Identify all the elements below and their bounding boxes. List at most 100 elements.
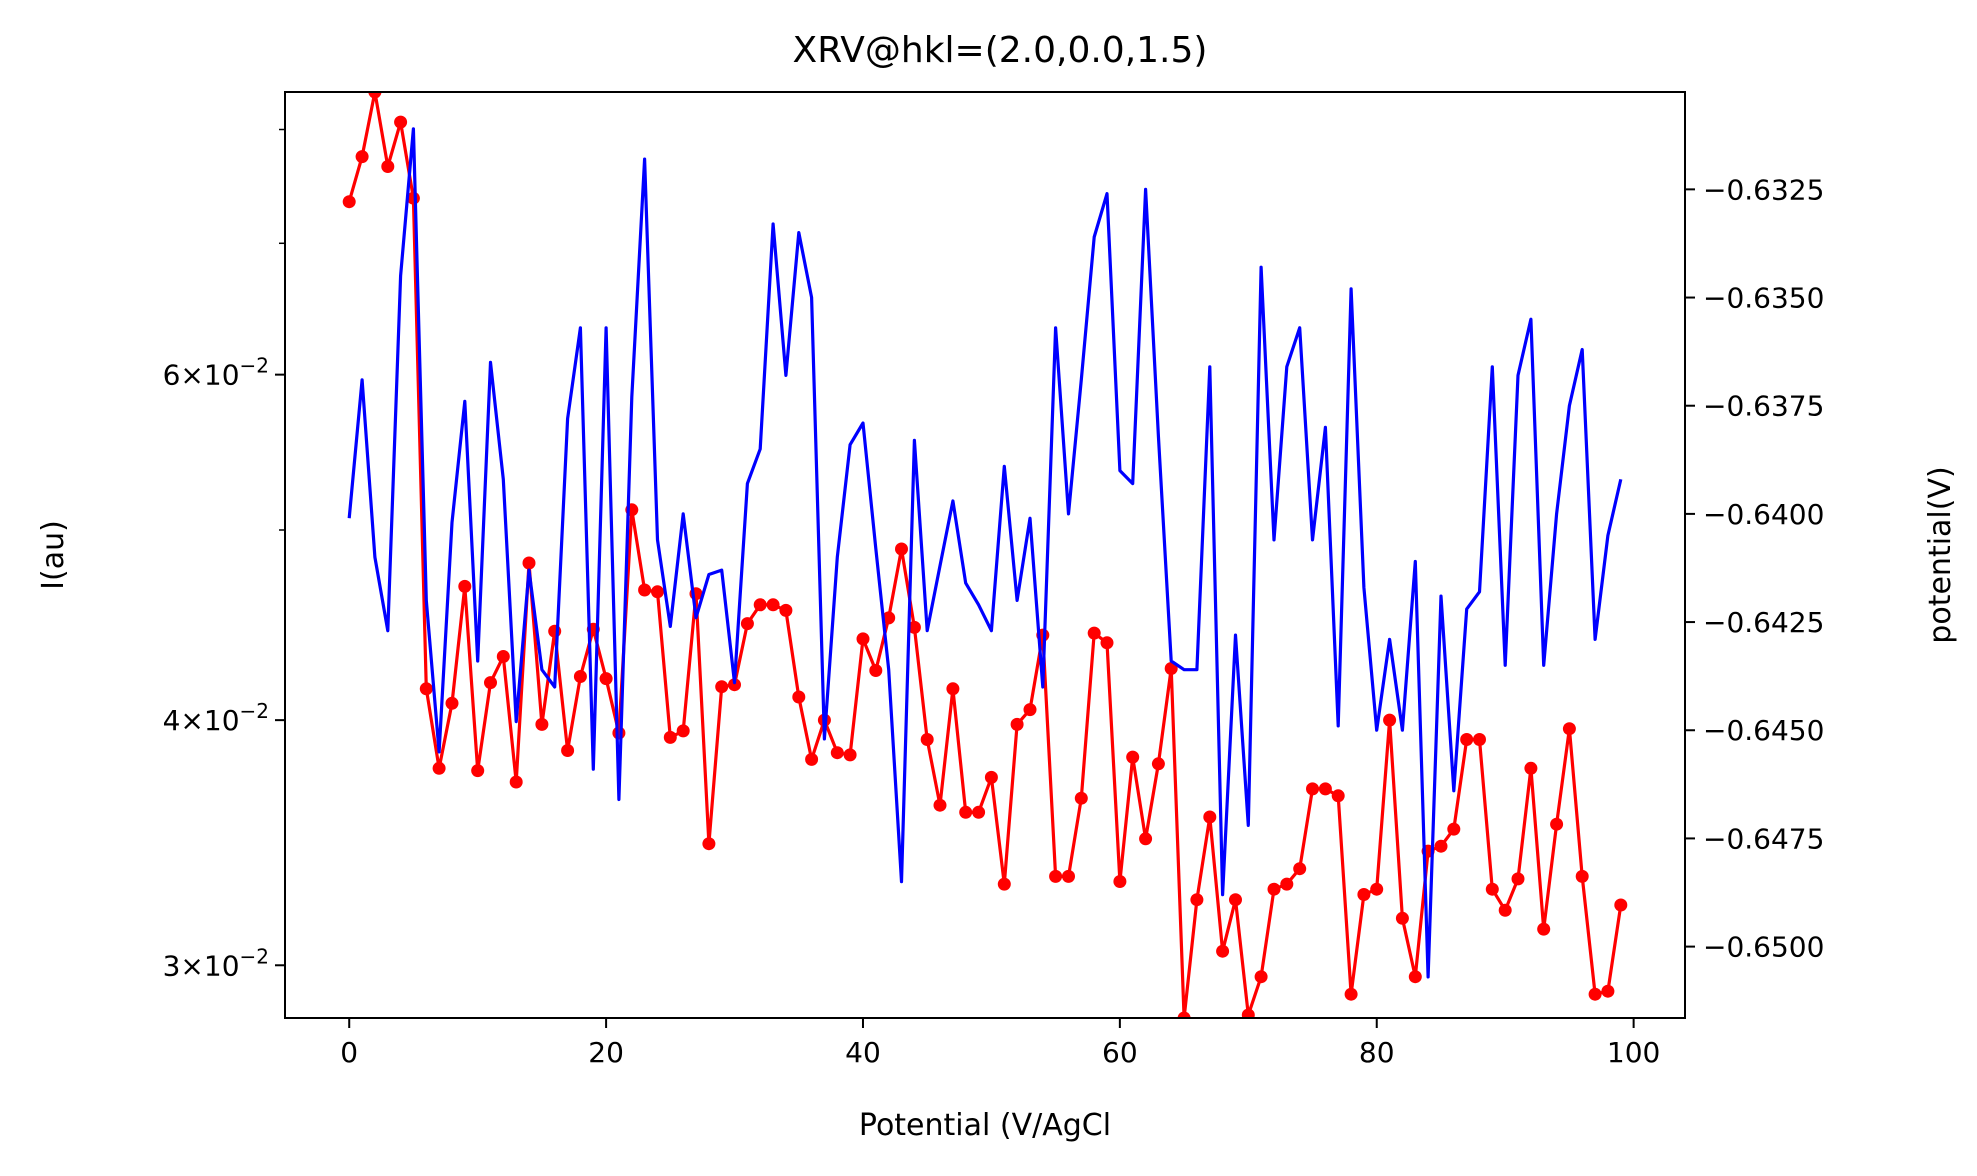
data-point — [1460, 733, 1474, 746]
data-point — [869, 664, 883, 677]
left-y-axis: 3×10−2 4×10−2 6×10−2 — [163, 128, 285, 982]
data-point — [1447, 822, 1461, 836]
data-point — [1241, 1008, 1255, 1018]
left-y-tick-label: 6×10−2 — [163, 354, 269, 392]
x-axis: 0 20 40 60 80 100 — [340, 1018, 1660, 1069]
data-point — [766, 598, 780, 612]
data-point — [1203, 810, 1217, 824]
data-point — [381, 160, 395, 173]
data-point — [1113, 875, 1127, 888]
x-tick-label: 60 — [1102, 1036, 1138, 1069]
data-point — [573, 670, 587, 683]
data-point — [882, 611, 896, 625]
left-y-tick-label: 3×10−2 — [163, 944, 269, 982]
data-point — [342, 195, 356, 209]
data-point — [1588, 987, 1602, 1001]
data-point — [458, 579, 472, 593]
data-point — [1434, 839, 1448, 853]
data-point — [368, 92, 382, 99]
data-point — [1473, 733, 1486, 746]
data-point — [1614, 898, 1628, 912]
data-point — [522, 556, 536, 570]
data-point — [1408, 970, 1422, 984]
data-point — [753, 598, 767, 612]
data-point — [445, 696, 459, 710]
data-point — [1229, 893, 1242, 907]
chart-title: XRV@hkl=(2.0,0.0,1.5) — [793, 30, 1208, 71]
left-y-axis-title: I(au) — [36, 520, 71, 590]
data-point — [1177, 1011, 1191, 1018]
data-point — [1498, 903, 1512, 917]
data-point — [1370, 882, 1384, 896]
data-point — [355, 150, 369, 164]
data-point — [920, 733, 934, 746]
data-point — [1254, 970, 1268, 984]
data-point — [676, 724, 690, 738]
x-tick-label: 0 — [340, 1036, 358, 1069]
data-point — [535, 717, 549, 731]
x-tick-label: 40 — [845, 1036, 881, 1069]
data-point — [1383, 713, 1397, 727]
data-point — [1511, 872, 1525, 886]
right-y-tick-label: −0.6325 — [1703, 173, 1824, 206]
data-point — [895, 542, 908, 556]
data-point — [843, 748, 857, 762]
data-point — [907, 620, 921, 634]
right-y-axis: −0.6325 −0.6350 −0.6375 −0.6400 −0.6425 −0.64… — [1685, 173, 1824, 964]
data-point — [1601, 984, 1615, 998]
data-point — [509, 775, 523, 789]
data-point — [419, 682, 433, 696]
data-point — [715, 680, 729, 694]
series-line-potential — [347, 127, 1623, 979]
data-point — [946, 682, 960, 696]
data-point — [1190, 893, 1204, 907]
data-point — [471, 764, 485, 778]
data-point — [599, 672, 613, 686]
data-point — [984, 770, 998, 784]
right-y-tick-label: −0.6400 — [1703, 498, 1824, 531]
data-point — [1306, 782, 1319, 796]
data-point — [933, 798, 947, 812]
data-point — [1087, 626, 1101, 640]
data-point — [1485, 882, 1499, 896]
data-point — [1575, 869, 1589, 883]
data-point — [805, 752, 819, 766]
data-point — [1151, 757, 1165, 771]
data-point — [1331, 789, 1345, 803]
data-point — [740, 617, 754, 631]
right-y-axis-title: potential(V) — [1923, 466, 1958, 643]
x-tick-label: 20 — [588, 1036, 624, 1069]
data-point — [830, 746, 844, 760]
data-point — [432, 761, 446, 775]
data-point — [997, 877, 1011, 891]
data-point — [1164, 662, 1178, 675]
data-point — [651, 585, 664, 599]
left-y-tick-label: 4×10−2 — [163, 699, 269, 737]
data-point — [1267, 882, 1281, 896]
data-point — [1537, 922, 1551, 936]
data-point — [792, 690, 806, 704]
data-point — [1524, 761, 1538, 775]
data-point — [496, 650, 510, 663]
data-point — [638, 583, 652, 597]
right-y-tick-label: −0.6500 — [1703, 931, 1824, 964]
data-point — [561, 744, 575, 757]
right-y-tick-label: −0.6350 — [1703, 282, 1824, 315]
series-layer — [342, 92, 1628, 1018]
data-point — [959, 805, 973, 819]
right-y-tick-label: −0.6425 — [1703, 606, 1824, 639]
data-point — [779, 603, 793, 617]
data-point — [1010, 717, 1024, 731]
data-point — [394, 115, 408, 129]
data-point — [612, 726, 626, 740]
plot-frame — [284, 91, 1686, 1019]
data-point — [1062, 869, 1075, 883]
data-point — [1280, 877, 1294, 891]
data-point — [1126, 750, 1140, 764]
data-point — [1395, 911, 1409, 925]
data-point — [1562, 722, 1576, 736]
data-point — [548, 624, 562, 638]
data-point — [1139, 832, 1153, 846]
data-point — [1318, 782, 1332, 796]
